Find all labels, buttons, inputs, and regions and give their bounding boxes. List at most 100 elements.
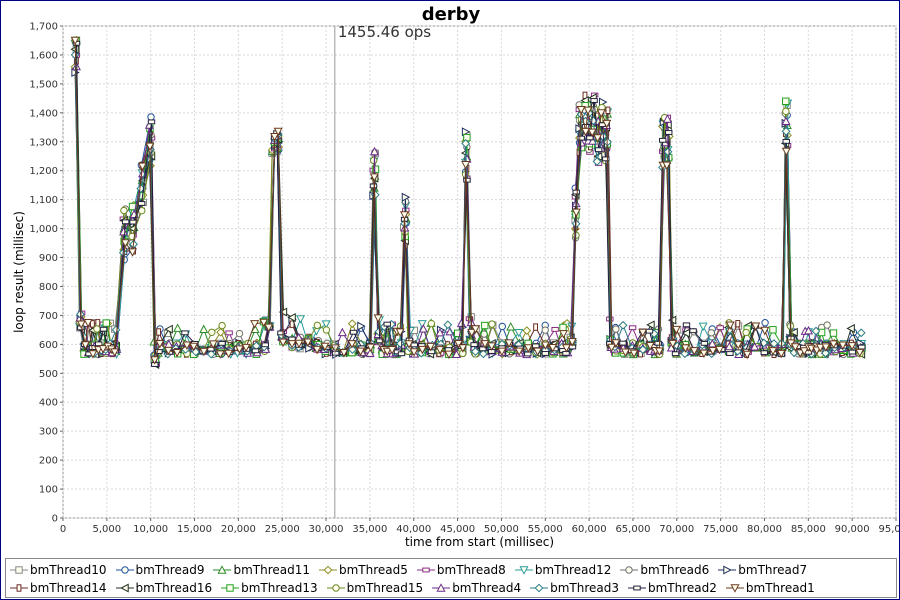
legend-item: bmThread8: [416, 561, 506, 579]
data-point: [322, 326, 331, 334]
data-point: [576, 106, 586, 115]
data-point: [399, 211, 409, 220]
y-tick-label: 500: [39, 369, 58, 380]
data-point: [147, 113, 155, 121]
data-point: [427, 319, 436, 328]
data-point: [218, 340, 226, 346]
data-point: [846, 323, 855, 334]
data-point: [751, 322, 761, 331]
data-point: [522, 326, 532, 336]
data-point: [671, 325, 681, 335]
data-point: [750, 342, 760, 351]
data-point: [461, 139, 471, 148]
data-point: [562, 350, 570, 356]
data-point: [234, 345, 245, 354]
data-point: [463, 177, 471, 183]
data-point: [365, 348, 375, 357]
x-tick-label: 0: [60, 524, 66, 535]
data-point: [708, 346, 718, 356]
data-point: [453, 329, 462, 338]
data-point: [366, 343, 376, 353]
data-point: [605, 106, 611, 115]
data-point: [726, 351, 734, 356]
legend-label: bmThread6: [640, 563, 710, 577]
data-point: [781, 126, 791, 136]
data-point: [714, 345, 725, 355]
y-tick-label: 700: [39, 311, 58, 322]
data-point: [855, 348, 865, 358]
data-point: [119, 226, 129, 236]
legend-swatch: [213, 565, 232, 574]
data-point: [208, 328, 216, 337]
data-point: [261, 342, 269, 348]
data-point: [305, 343, 314, 353]
data-point: [725, 321, 735, 330]
data-point: [724, 341, 734, 351]
data-point: [127, 248, 138, 257]
data-point: [607, 343, 617, 353]
data-point: [680, 344, 690, 353]
data-point: [823, 321, 831, 329]
data-point: [427, 349, 436, 355]
data-point: [156, 328, 162, 336]
legend-item: bmThread11: [213, 561, 310, 579]
data-point: [303, 338, 313, 347]
data-point: [357, 321, 366, 331]
y-tick-label: 800: [39, 282, 58, 293]
data-point: [369, 146, 380, 156]
data-point: [451, 349, 461, 358]
data-point: [80, 341, 90, 350]
legend-marker: [625, 566, 634, 574]
legend-row: bmThread10 bmThread9 bmThread11 bmThread5 bm…: [6, 559, 896, 597]
data-point: [215, 350, 225, 359]
data-point: [470, 325, 481, 334]
data-point: [199, 324, 209, 334]
data-point: [760, 350, 768, 356]
data-point: [559, 323, 567, 332]
data-point: [435, 327, 445, 337]
x-tick-label: 55,000: [528, 524, 563, 535]
data-point: [241, 343, 251, 353]
chart-canvas: derby 0 100 200 300 400 500 600 700 800 900 1,000 1…: [12, 4, 899, 549]
data-point: [682, 322, 691, 328]
data-point: [586, 135, 594, 141]
legend-swatch: [432, 583, 451, 592]
y-tick-label: 100: [39, 485, 58, 496]
y-tick-label: 1,000: [29, 224, 58, 235]
data-point: [760, 326, 770, 336]
data-point: [259, 318, 269, 328]
data-point: [454, 340, 464, 349]
data-point: [225, 330, 233, 336]
x-tick-label: 45,000: [440, 524, 475, 535]
y-tick-label: 1,500: [29, 79, 58, 90]
data-point: [99, 326, 108, 332]
data-point: [588, 136, 598, 145]
data-point: [815, 343, 825, 353]
data-point: [95, 341, 103, 347]
legend-item: bmThread16: [115, 579, 212, 597]
data-point: [593, 134, 603, 143]
data-point: [250, 324, 260, 334]
x-tick-label: 70,000: [659, 524, 694, 535]
data-point: [789, 327, 798, 337]
x-tick-label: 20,000: [221, 524, 256, 535]
data-point: [369, 173, 379, 182]
data-point: [347, 340, 357, 349]
legend-label: bmThread14: [30, 581, 107, 595]
data-point: [182, 341, 192, 350]
legend-item: bmThread3: [530, 579, 619, 597]
data-point: [497, 347, 507, 357]
data-point: [638, 328, 648, 338]
data-point: [356, 347, 366, 357]
legend-label: bmThread11: [233, 563, 310, 577]
data-point: [164, 324, 173, 334]
x-tick-label: 35,000: [352, 524, 387, 535]
data-point: [251, 348, 260, 354]
data-point: [533, 347, 543, 357]
data-point: [662, 114, 672, 123]
data-point: [470, 342, 478, 348]
data-point: [619, 340, 627, 346]
data-point: [373, 314, 383, 323]
data-point: [481, 321, 489, 330]
